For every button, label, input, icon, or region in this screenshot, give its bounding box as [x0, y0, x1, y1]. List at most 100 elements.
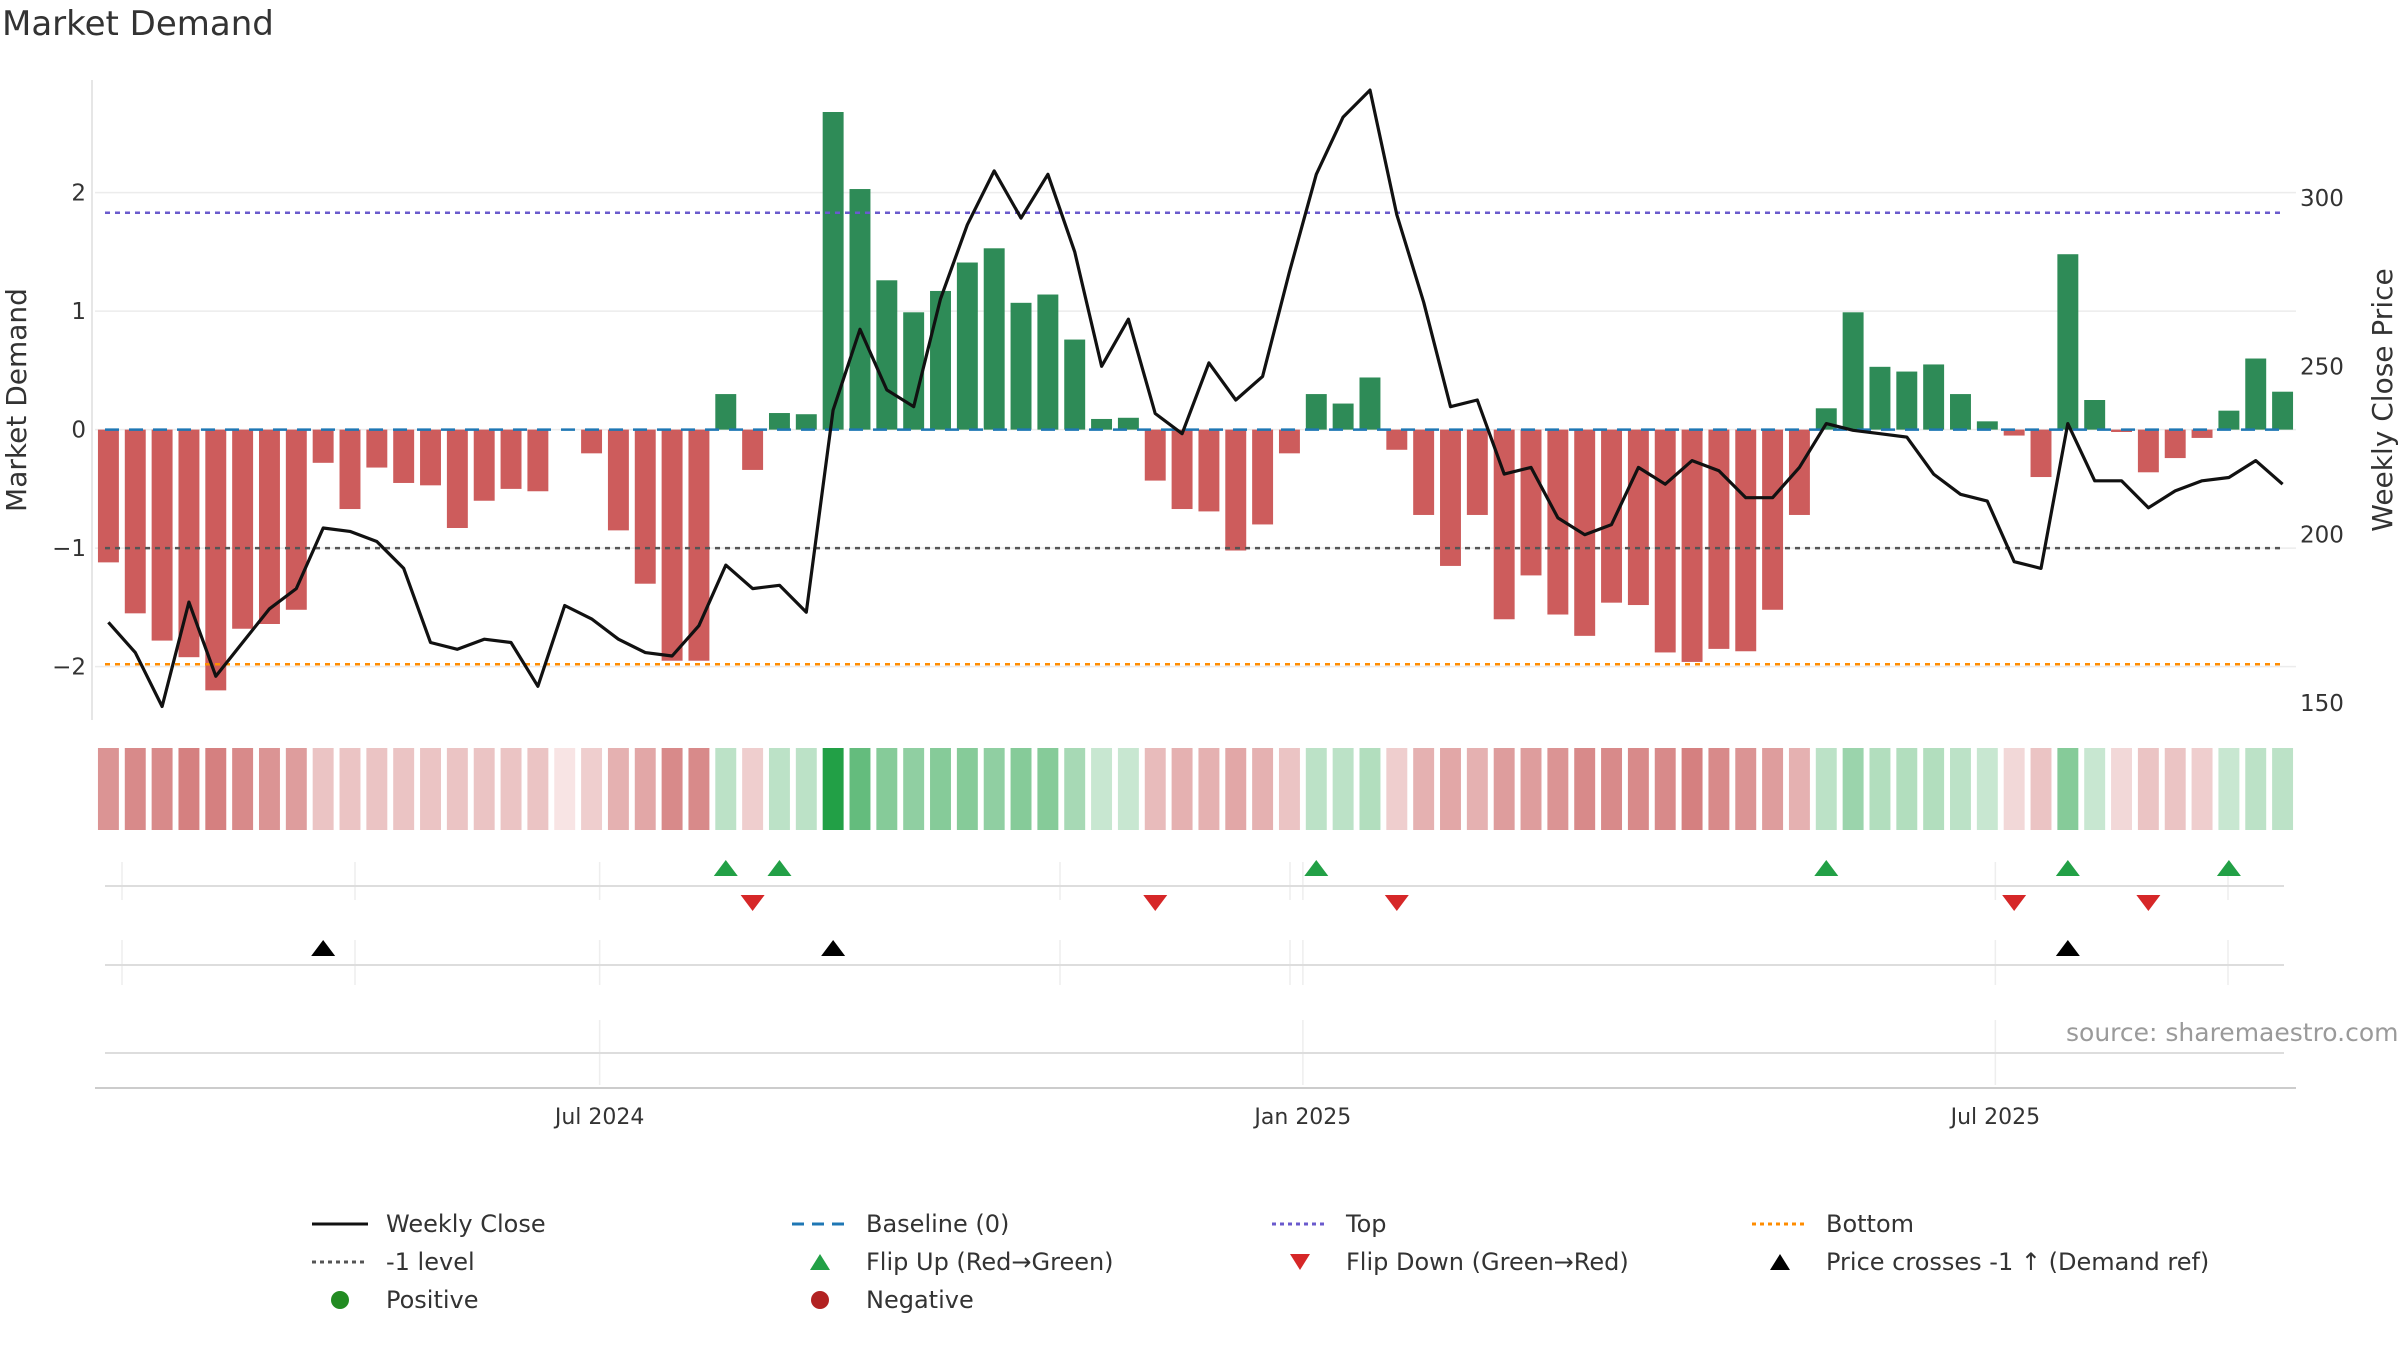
heat-strip-cell: [688, 748, 710, 830]
demand-bar: [1037, 294, 1059, 430]
flip-down-marker: [740, 895, 765, 911]
demand-bar: [1976, 421, 1998, 430]
y-tick-label: −1: [52, 536, 86, 562]
circle-icon: [331, 1291, 349, 1309]
heat-strip-cell: [634, 748, 656, 830]
heat-strip-cell: [2084, 748, 2106, 830]
demand-bar: [1547, 429, 1569, 615]
demand-bar: [688, 429, 710, 661]
demand-bar: [259, 429, 280, 624]
x-tick-label: Jan 2025: [1252, 1105, 1351, 1130]
demand-bar: [876, 280, 898, 430]
demand-bar: [768, 413, 790, 430]
demand-bar: [312, 429, 334, 463]
heat-strip-cell: [1681, 748, 1703, 830]
heat-strip-cell: [1842, 748, 1864, 830]
heat-strip-cell: [1547, 748, 1569, 830]
heat-strip-cell: [2057, 748, 2079, 830]
heat-strip-cell: [2164, 748, 2186, 830]
demand-bar: [607, 429, 629, 531]
demand-bar: [983, 248, 1005, 430]
heat-strip-cell: [983, 748, 1005, 830]
demand-bar: [1627, 429, 1649, 606]
triangle-down-icon: [1290, 1254, 1310, 1270]
heat-strip-cell: [1976, 748, 1998, 830]
demand-bar: [124, 429, 146, 614]
heat-strip-cell: [1574, 748, 1596, 830]
heat-strip-cell: [1627, 748, 1649, 830]
legend-item-price-cross: Price crosses -1 ↑ (Demand ref): [1750, 1248, 2209, 1276]
heat-strip-cell: [1413, 748, 1435, 830]
demand-bar: [1064, 339, 1086, 430]
demand-bar: [527, 429, 549, 492]
heat-strip-cell: [1010, 748, 1032, 830]
demand-bar: [956, 262, 978, 430]
demand-bar: [1493, 429, 1515, 620]
y-axis-label: Market Demand: [0, 288, 33, 512]
heat-strip-cell: [1171, 748, 1193, 830]
y2-tick-label: 300: [2300, 186, 2344, 212]
heat-strip-cell: [500, 748, 522, 830]
demand-bar: [1386, 429, 1408, 450]
demand-bar: [473, 429, 495, 501]
demand-bar: [1788, 429, 1810, 515]
heat-strip-cell: [2245, 748, 2267, 830]
demand-bar: [366, 429, 388, 468]
demand-bar: [1440, 429, 1461, 566]
demand-bar: [661, 429, 683, 661]
heat-strip-cell: [2218, 748, 2240, 830]
heat-strip-cell: [903, 748, 925, 830]
flip-up-marker: [713, 860, 738, 876]
y2-tick-label: 150: [2300, 691, 2344, 717]
y2-tick-label: 250: [2300, 354, 2344, 380]
demand-bar: [285, 429, 307, 610]
heat-strip-cell: [473, 748, 495, 830]
heat-strip-cell: [661, 748, 683, 830]
flip-down-marker: [2002, 895, 2027, 911]
legend-label: Price crosses -1 ↑ (Demand ref): [1826, 1248, 2210, 1276]
flip-up-marker: [767, 860, 792, 876]
demand-bar: [2164, 429, 2186, 459]
heat-strip-cell: [2030, 748, 2052, 830]
heat-strip-cell: [312, 748, 334, 830]
demand-bar: [2218, 410, 2240, 430]
flip-down-marker: [1143, 895, 1168, 911]
x-tick-label: Jul 2024: [553, 1105, 645, 1130]
heat-strip-cell: [1601, 748, 1623, 830]
demand-bar: [1896, 371, 1918, 430]
price-cross-marker: [311, 940, 336, 956]
demand-bar: [1654, 429, 1676, 653]
heat-strip-cell: [285, 748, 307, 830]
heat-strip-cell: [1762, 748, 1784, 830]
demand-bar: [1252, 429, 1274, 525]
heat-strip-cell: [1225, 748, 1247, 830]
heat-strip-cell: [527, 748, 549, 830]
heat-strip-cell: [1950, 748, 1971, 830]
heat-strip-cell: [849, 748, 871, 830]
heat-strip-cell: [151, 748, 173, 830]
demand-bar: [1681, 429, 1703, 662]
heat-strip-cell: [1869, 748, 1891, 830]
legend-item-positive: Positive: [310, 1286, 479, 1314]
demand-bar: [1171, 429, 1193, 510]
heat-strip-cell: [1735, 748, 1757, 830]
flip-up-marker: [1814, 860, 1839, 876]
heat-strip-cell: [1788, 748, 1810, 830]
demand-bar: [1332, 403, 1354, 430]
heat-strip-cell: [1493, 748, 1515, 830]
demand-bar: [2137, 429, 2159, 473]
heat-strip-cell: [715, 748, 737, 830]
legend-item-weekly-close: Weekly Close: [310, 1210, 546, 1238]
demand-bar: [715, 394, 737, 430]
heat-strip-cell: [446, 748, 468, 830]
demand-bar: [2272, 391, 2294, 430]
demand-bar: [2057, 254, 2079, 430]
demand-bar: [97, 429, 119, 563]
flip-up-marker: [1304, 860, 1329, 876]
source-label: source: sharemaestro.com: [2066, 1018, 2399, 1047]
demand-bar: [822, 112, 844, 430]
demand-bar: [151, 429, 173, 641]
demand-bar: [205, 429, 227, 691]
heat-strip-cell: [581, 748, 603, 830]
